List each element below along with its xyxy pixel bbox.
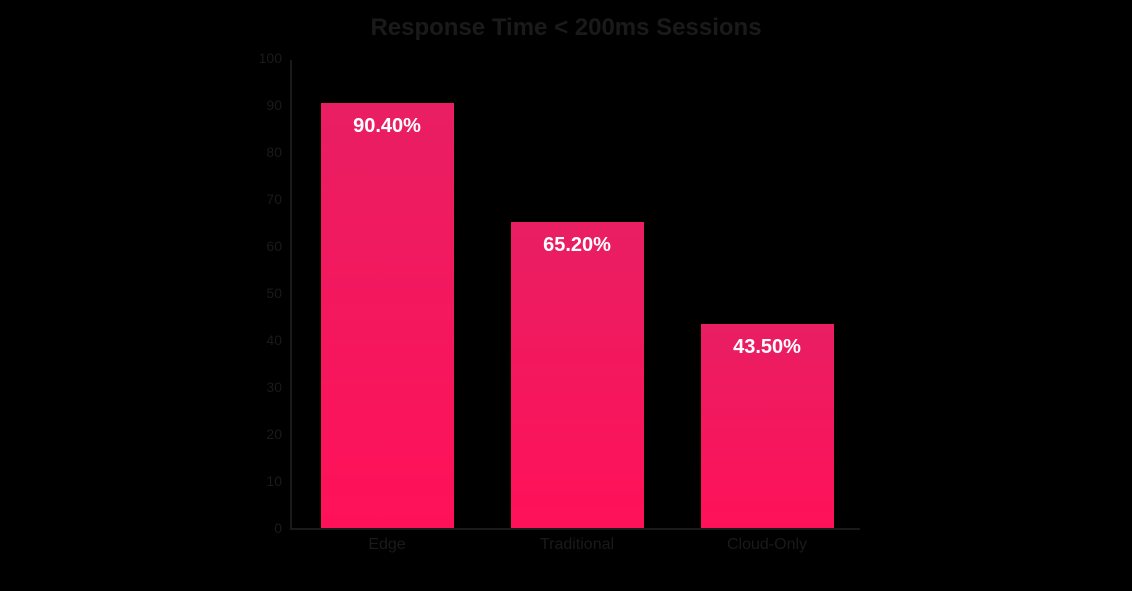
y-tick-label: 50 [266, 285, 292, 301]
chart-container: Response Time < 200ms Sessions 010203040… [0, 0, 1132, 591]
bar-value-label: 43.50% [733, 336, 801, 359]
y-tick-label: 70 [266, 191, 292, 207]
x-tick-label: Traditional [540, 528, 614, 554]
chart-plot-area: 0102030405060708090100Edge90.40%Traditio… [290, 60, 860, 530]
y-tick-label: 20 [266, 426, 292, 442]
y-tick-label: 60 [266, 238, 292, 254]
y-tick-label: 30 [266, 379, 292, 395]
bar-value-label: 65.20% [543, 234, 611, 257]
y-tick-label: 10 [266, 473, 292, 489]
x-tick-label: Cloud-Only [727, 528, 807, 554]
x-tick-label: Edge [368, 528, 405, 554]
y-tick-label: 100 [259, 50, 292, 66]
y-tick-label: 0 [274, 520, 292, 536]
y-tick-label: 40 [266, 332, 292, 348]
chart-title: Response Time < 200ms Sessions [0, 14, 1132, 42]
bar: 43.50% [701, 324, 834, 528]
bar: 90.40% [321, 103, 454, 528]
y-tick-label: 90 [266, 97, 292, 113]
y-tick-label: 80 [266, 144, 292, 160]
bar: 65.20% [511, 222, 644, 528]
bar-value-label: 90.40% [353, 115, 421, 138]
